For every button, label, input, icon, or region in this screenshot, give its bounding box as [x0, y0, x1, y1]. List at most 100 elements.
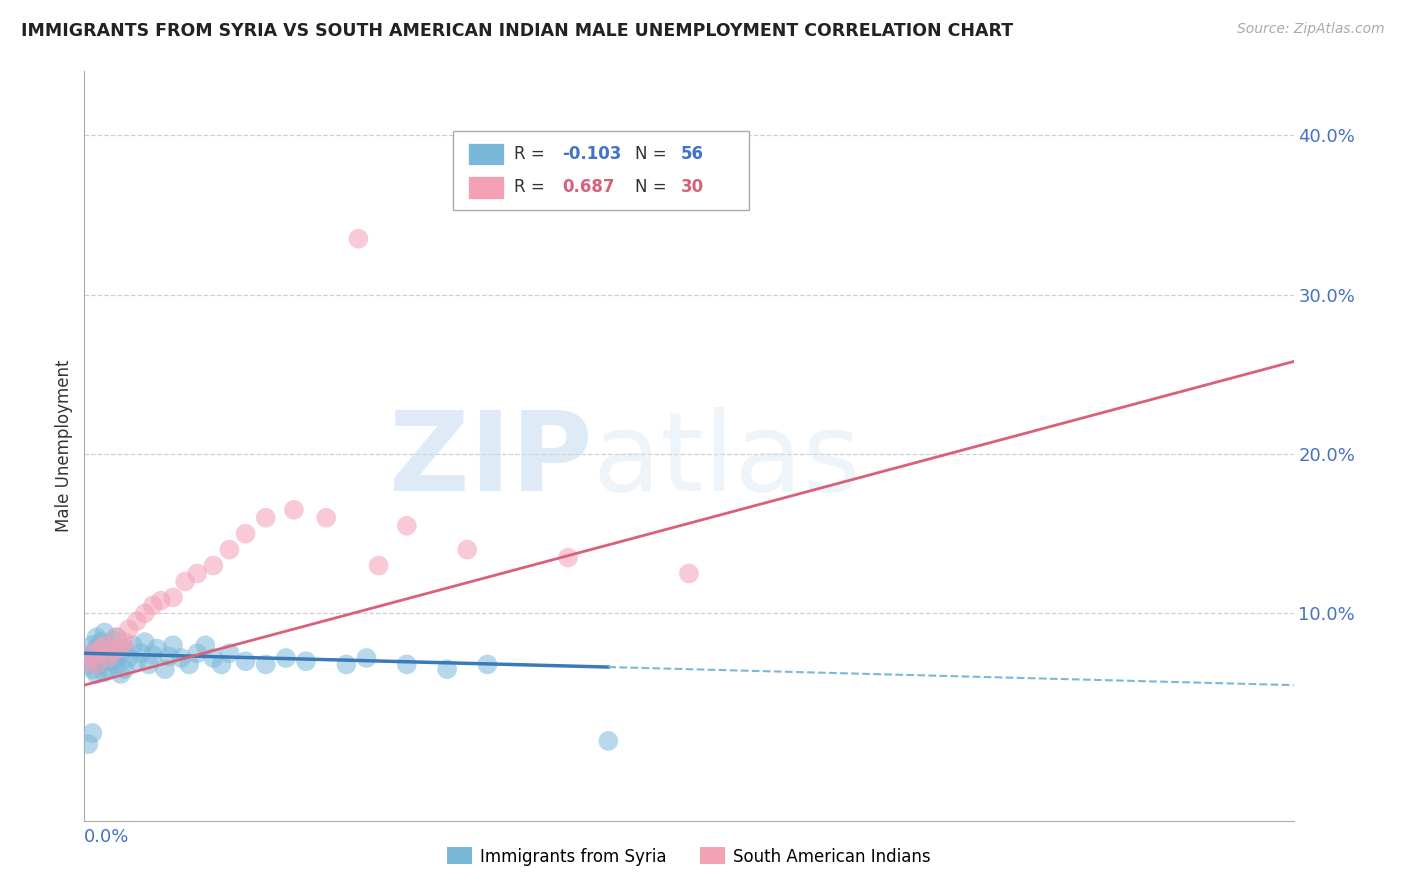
Point	[86, 657, 108, 672]
Point	[86, 667, 108, 681]
Point	[436, 662, 458, 676]
Point	[179, 657, 201, 672]
Point	[162, 591, 184, 605]
Point	[82, 646, 104, 660]
Point	[114, 662, 136, 676]
Text: R =: R =	[513, 178, 550, 196]
Point	[89, 649, 111, 664]
Point	[110, 667, 132, 681]
Point	[142, 599, 165, 613]
Point	[347, 232, 370, 246]
Point	[274, 651, 297, 665]
Point	[105, 651, 128, 665]
Point	[97, 654, 120, 668]
Point	[162, 638, 184, 652]
Point	[97, 651, 120, 665]
Point	[89, 641, 111, 656]
Point	[254, 657, 277, 672]
Point	[97, 662, 120, 676]
Point	[134, 635, 156, 649]
Point	[477, 657, 499, 672]
Point	[283, 502, 305, 516]
Point	[395, 657, 418, 672]
Text: IMMIGRANTS FROM SYRIA VS SOUTH AMERICAN INDIAN MALE UNEMPLOYMENT CORRELATION CHA: IMMIGRANTS FROM SYRIA VS SOUTH AMERICAN …	[21, 22, 1014, 40]
Point	[101, 633, 124, 648]
Text: Source: ZipAtlas.com: Source: ZipAtlas.com	[1237, 22, 1385, 37]
Point	[138, 657, 160, 672]
Point	[129, 646, 152, 660]
Point	[235, 526, 257, 541]
Text: -0.103: -0.103	[562, 145, 621, 162]
Point	[114, 635, 136, 649]
Point	[86, 654, 108, 668]
Point	[218, 542, 240, 557]
Point	[149, 593, 172, 607]
Text: 0.0%: 0.0%	[84, 828, 129, 847]
Point	[101, 648, 124, 662]
Point	[82, 638, 104, 652]
Point	[557, 550, 579, 565]
Point	[142, 648, 165, 662]
Point	[254, 510, 277, 524]
Text: 0.687: 0.687	[562, 178, 614, 196]
Point	[105, 630, 128, 644]
FancyBboxPatch shape	[468, 177, 503, 199]
Point	[121, 638, 143, 652]
Text: R =: R =	[513, 145, 550, 162]
Point	[89, 657, 111, 672]
Point	[118, 623, 141, 637]
Y-axis label: Male Unemployment: Male Unemployment	[55, 359, 73, 533]
Point	[86, 630, 108, 644]
Text: N =: N =	[634, 145, 672, 162]
FancyBboxPatch shape	[468, 143, 503, 165]
Point	[598, 734, 620, 748]
Point	[125, 615, 148, 629]
Point	[170, 651, 193, 665]
Point	[77, 737, 100, 751]
Point	[77, 657, 100, 672]
Point	[395, 518, 418, 533]
Point	[186, 646, 208, 660]
Point	[77, 654, 100, 668]
Point	[93, 645, 115, 659]
Point	[110, 646, 132, 660]
Point	[209, 657, 232, 672]
FancyBboxPatch shape	[453, 131, 749, 210]
Point	[82, 646, 104, 660]
Point	[235, 654, 257, 668]
Text: 30: 30	[681, 178, 703, 196]
Point	[93, 625, 115, 640]
Text: ZIP: ZIP	[389, 408, 592, 515]
Point	[315, 510, 337, 524]
Point	[174, 574, 197, 589]
Point	[110, 641, 132, 656]
Point	[77, 651, 100, 665]
Point	[218, 646, 240, 660]
Point	[153, 662, 176, 676]
Text: 56: 56	[681, 145, 703, 162]
Point	[105, 630, 128, 644]
Point	[82, 726, 104, 740]
Point	[114, 641, 136, 656]
Point	[89, 635, 111, 649]
Point	[202, 558, 225, 573]
Point	[295, 654, 318, 668]
Point	[146, 641, 169, 656]
Point	[82, 662, 104, 676]
Point	[202, 651, 225, 665]
Point	[134, 607, 156, 621]
Point	[186, 566, 208, 581]
Point	[93, 665, 115, 680]
Point	[118, 651, 141, 665]
Point	[101, 645, 124, 659]
Point	[157, 649, 180, 664]
Point	[456, 542, 478, 557]
Text: N =: N =	[634, 178, 672, 196]
Point	[86, 641, 108, 656]
Point	[93, 638, 115, 652]
Point	[194, 638, 217, 652]
Point	[105, 657, 128, 672]
Point	[356, 651, 378, 665]
Point	[367, 558, 389, 573]
Point	[335, 657, 357, 672]
